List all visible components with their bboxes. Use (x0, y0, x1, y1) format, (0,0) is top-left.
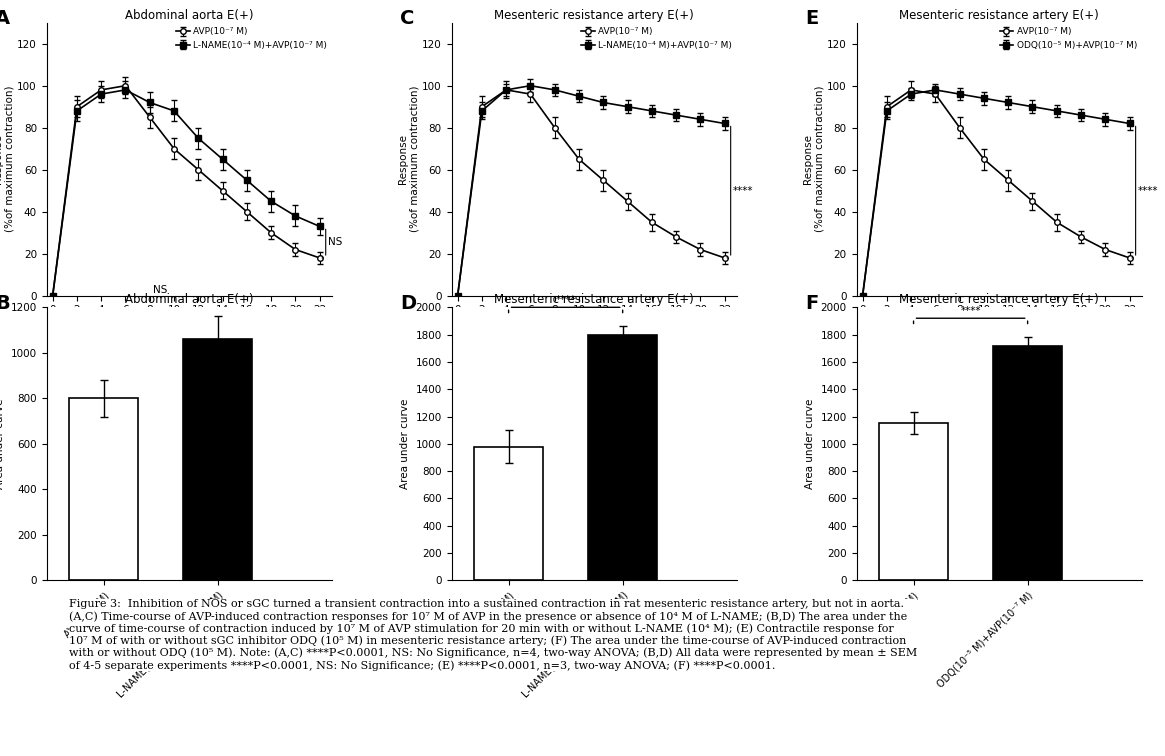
Text: C: C (401, 9, 415, 28)
Title: Mesenteric resistance artery E(+): Mesenteric resistance artery E(+) (494, 8, 694, 21)
Y-axis label: Area under curve: Area under curve (805, 398, 816, 489)
Y-axis label: Response
(%of maximum contraction): Response (%of maximum contraction) (803, 86, 825, 232)
Text: ****: **** (960, 305, 981, 315)
Title: Abdominal aorta E(+): Abdominal aorta E(+) (125, 293, 254, 306)
Legend: AVP(10⁻⁷ M), ODQ(10⁻⁵ M)+AVP(10⁻⁷ M): AVP(10⁻⁷ M), ODQ(10⁻⁵ M)+AVP(10⁻⁷ M) (1000, 27, 1137, 50)
Text: Figure 3:  Inhibition of NOS or sGC turned a transient contraction into a sustai: Figure 3: Inhibition of NOS or sGC turne… (69, 600, 917, 671)
Title: Mesenteric resistance artery E(+): Mesenteric resistance artery E(+) (899, 293, 1099, 306)
Bar (994, 345, 1061, 581)
Title: Abdominal aorta E(+): Abdominal aorta E(+) (125, 8, 254, 21)
Text: NS: NS (154, 284, 168, 295)
Y-axis label: Response
(%of maximum contraction): Response (%of maximum contraction) (0, 86, 14, 232)
Text: D: D (401, 293, 416, 313)
Y-axis label: Area under curve: Area under curve (400, 398, 410, 489)
Legend: AVP(10⁻⁷ M), L-NAME(10⁻⁴ M)+AVP(10⁻⁷ M): AVP(10⁻⁷ M), L-NAME(10⁻⁴ M)+AVP(10⁻⁷ M) (581, 27, 733, 50)
Bar (474, 447, 543, 581)
Text: ****: **** (733, 186, 754, 196)
Bar (880, 423, 948, 581)
Title: Mesenteric resistance artery E(+): Mesenteric resistance artery E(+) (899, 8, 1099, 21)
Text: ****: **** (1138, 186, 1158, 196)
X-axis label: Time(min): Time(min) (158, 321, 219, 334)
X-axis label: Time(min): Time(min) (969, 321, 1030, 334)
X-axis label: Time(min): Time(min) (564, 321, 624, 334)
Bar (70, 398, 137, 581)
Text: A: A (0, 9, 10, 28)
Bar (183, 339, 252, 581)
Text: NS: NS (329, 237, 343, 247)
Text: ****: **** (556, 295, 576, 305)
Text: E: E (805, 9, 819, 28)
Title: Mesenteric resistance artery E(+): Mesenteric resistance artery E(+) (494, 293, 694, 306)
Text: F: F (805, 293, 819, 313)
Text: B: B (0, 293, 10, 313)
Bar (588, 335, 657, 581)
Y-axis label: Area under curve: Area under curve (0, 398, 5, 489)
Legend: AVP(10⁻⁷ M), L-NAME(10⁻⁴ M)+AVP(10⁻⁷ M): AVP(10⁻⁷ M), L-NAME(10⁻⁴ M)+AVP(10⁻⁷ M) (176, 27, 327, 50)
Y-axis label: Response
(%of maximum contraction): Response (%of maximum contraction) (397, 86, 419, 232)
